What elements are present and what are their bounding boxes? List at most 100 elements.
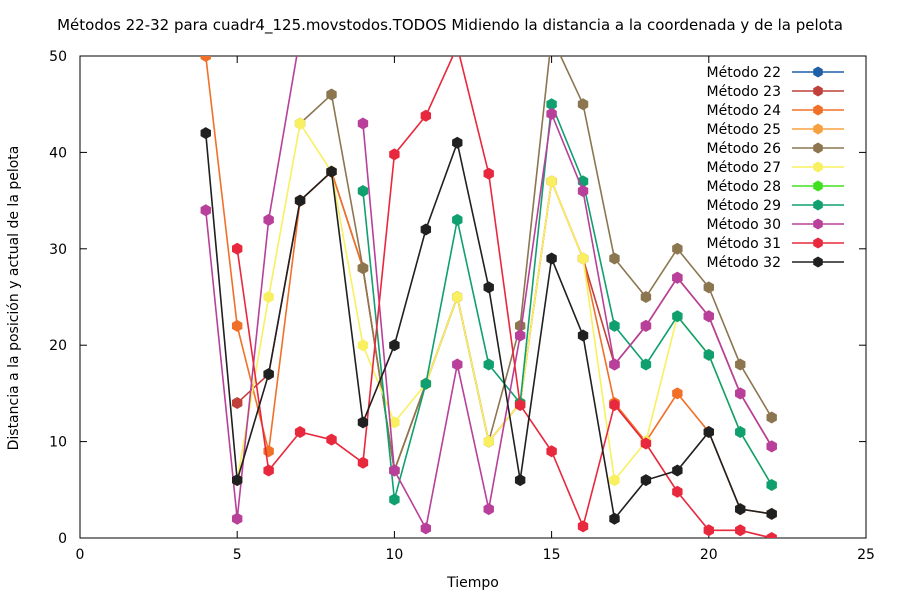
data-point	[514, 398, 526, 411]
series-line	[236, 121, 773, 486]
data-point	[766, 411, 777, 424]
data-point	[263, 368, 274, 381]
data-point	[672, 242, 683, 255]
x-tick-label: 25	[857, 547, 875, 563]
data-point	[452, 136, 463, 149]
data-point	[232, 474, 243, 487]
data-point	[420, 377, 432, 390]
data-point	[483, 435, 494, 448]
data-point	[357, 262, 369, 275]
data-point	[326, 88, 337, 101]
data-point	[640, 474, 652, 487]
data-point	[735, 503, 746, 516]
y-tick-label: 30	[49, 242, 67, 258]
series-10	[232, 40, 777, 538]
data-point	[389, 493, 400, 506]
legend-label: Método 26	[707, 141, 782, 157]
data-point	[672, 310, 683, 323]
data-point	[357, 339, 369, 352]
data-point	[483, 358, 494, 371]
legend-marker	[813, 104, 823, 116]
data-point	[766, 507, 777, 520]
series-line	[299, 56, 773, 471]
x-tick-label: 20	[700, 547, 718, 563]
data-point	[420, 522, 432, 535]
data-point	[703, 524, 714, 537]
data-point	[295, 31, 305, 43]
data-point	[735, 387, 746, 400]
data-point	[546, 107, 557, 120]
data-point	[735, 358, 746, 371]
x-axis-label: Tiempo	[447, 575, 499, 591]
x-tick-label: 10	[385, 547, 403, 563]
legend-label: Método 30	[707, 217, 781, 233]
series-11	[200, 127, 777, 525]
data-point	[389, 464, 400, 477]
data-point	[766, 478, 777, 491]
data-point	[609, 474, 620, 487]
data-point	[609, 252, 620, 265]
data-point	[672, 485, 683, 498]
legend-label: Método 32	[707, 255, 781, 271]
series-layer	[200, 31, 777, 538]
legend-label: Método 24	[707, 103, 782, 119]
legend-label: Método 23	[707, 84, 781, 100]
legend-marker	[813, 256, 823, 268]
data-point	[546, 98, 557, 111]
data-point	[640, 358, 652, 371]
axes: 0 5 10 15 20 25 0 10 20 30 40 50	[49, 49, 875, 563]
legend-label: Método 29	[707, 198, 781, 214]
data-point	[577, 520, 589, 533]
data-point	[420, 223, 432, 236]
data-point	[452, 213, 463, 226]
data-point	[546, 445, 557, 458]
y-tick-label: 20	[49, 338, 67, 354]
data-point	[232, 242, 243, 255]
data-point	[452, 358, 463, 371]
data-point	[609, 319, 620, 332]
data-point	[452, 40, 462, 52]
data-point	[577, 329, 589, 342]
data-point	[735, 425, 746, 438]
legend-label: Método 22	[707, 65, 781, 81]
legend-label: Método 25	[707, 122, 781, 138]
data-point	[200, 56, 211, 62]
data-point	[232, 397, 243, 410]
data-point	[263, 213, 274, 226]
legend-marker	[813, 66, 823, 78]
y-tick-label: 50	[49, 49, 67, 65]
data-point	[294, 425, 306, 438]
data-point	[483, 503, 494, 516]
plot-frame	[79, 55, 867, 539]
x-tick-label: 15	[543, 547, 561, 563]
legend-marker	[813, 123, 823, 135]
data-point	[514, 329, 526, 342]
data-point	[609, 512, 620, 525]
legend-marker	[813, 199, 823, 211]
data-point	[420, 109, 432, 122]
series-line	[204, 56, 298, 519]
data-point	[703, 348, 714, 361]
data-point	[232, 319, 243, 332]
data-point	[389, 148, 400, 161]
series-9	[200, 31, 777, 535]
legend-marker	[813, 218, 823, 230]
data-point	[357, 117, 369, 130]
data-point	[672, 387, 683, 400]
data-point	[609, 358, 620, 371]
data-point	[766, 440, 777, 453]
data-point	[640, 291, 652, 303]
data-point	[389, 416, 400, 429]
data-point	[357, 456, 369, 469]
series-line	[204, 133, 772, 521]
data-point	[735, 524, 746, 537]
x-tick-label: 0	[76, 547, 85, 563]
data-point	[200, 127, 211, 140]
data-point	[514, 474, 526, 487]
legend-marker	[813, 237, 823, 249]
data-point	[766, 532, 777, 538]
legend-label: Método 31	[707, 236, 781, 252]
data-point	[640, 319, 652, 332]
data-point	[263, 291, 274, 303]
